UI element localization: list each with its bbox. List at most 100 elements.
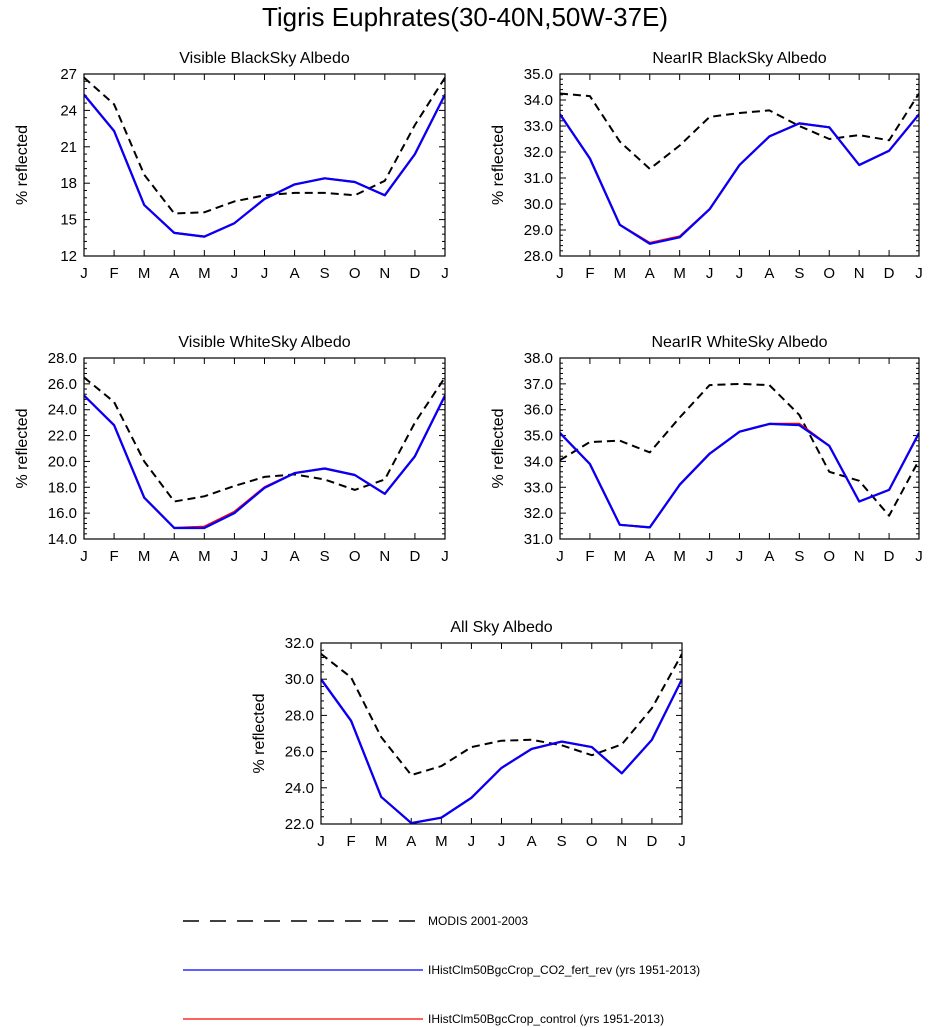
panel-title: NearIR WhiteSky Albedo <box>651 334 827 351</box>
legend-label: MODIS 2001-2003 <box>428 914 528 928</box>
x-tick-label: S <box>320 265 330 282</box>
x-tick-label: J <box>915 548 923 565</box>
panel-title: All Sky Albedo <box>450 619 552 636</box>
series-line <box>560 422 919 529</box>
x-tick-label: M <box>614 265 627 282</box>
y-tick-label: 24 <box>60 102 77 119</box>
y-tick-label: 26.0 <box>48 376 77 393</box>
x-tick-label: J <box>317 833 325 850</box>
x-tick-label: O <box>823 265 835 282</box>
y-tick-label: 21 <box>60 139 77 156</box>
y-tick-label: 14.0 <box>48 531 77 548</box>
x-tick-label: M <box>375 833 388 850</box>
x-tick-label: A <box>764 548 774 565</box>
series-group <box>560 382 919 529</box>
y-tick-label: 32.0 <box>524 144 553 161</box>
plot-frame <box>83 357 446 540</box>
y-tick-label: 37.0 <box>524 376 553 393</box>
x-tick-label: M <box>198 265 211 282</box>
x-tick-label: A <box>645 548 655 565</box>
x-tick-label: J <box>498 833 506 850</box>
x-tick-label: F <box>585 548 594 565</box>
series-line <box>321 653 682 777</box>
chart-panel: Visible BlackSky Albedo % reflected J F M A M J… <box>14 50 449 282</box>
x-tick-label: J <box>441 265 449 282</box>
y-tick-label: 31.0 <box>524 170 553 187</box>
x-tick-label: M <box>435 833 448 850</box>
y-tick-label: 22.0 <box>285 816 314 833</box>
x-tick-label: J <box>736 548 744 565</box>
y-tick-label: 24.0 <box>48 402 77 419</box>
x-tick-label: N <box>616 833 627 850</box>
y-tick-label: 30.0 <box>524 196 553 213</box>
x-tick-label: J <box>706 548 714 565</box>
x-tick-label: A <box>764 265 774 282</box>
series-line <box>560 382 919 517</box>
x-tick-label: A <box>290 265 300 282</box>
x-tick-label: D <box>409 548 420 565</box>
x-tick-label: D <box>409 265 420 282</box>
x-tick-label: M <box>673 548 686 565</box>
series-line <box>84 376 445 503</box>
y-tick-label: 35.0 <box>524 66 553 83</box>
x-tick-label: M <box>138 548 151 565</box>
y-tick-label: 34.0 <box>524 453 553 470</box>
legend-label: IHistClm50BgcCrop_control (yrs 1951-2013… <box>428 1012 664 1026</box>
x-tick-label: N <box>854 265 865 282</box>
x-tick-label: A <box>406 833 416 850</box>
legend-label: IHistClm50BgcCrop_CO2_fert_rev (yrs 1951… <box>428 963 700 977</box>
x-tick-label: S <box>557 833 567 850</box>
y-tick-label: 28.0 <box>285 707 314 724</box>
x-tick-label: J <box>678 833 686 850</box>
x-tick-label: J <box>468 833 476 850</box>
y-tick-label: 27 <box>60 66 77 83</box>
y-tick-label: 15 <box>60 212 77 229</box>
x-tick-label: S <box>320 548 330 565</box>
series-group <box>84 76 445 238</box>
x-tick-label: N <box>854 548 865 565</box>
x-tick-label: J <box>261 265 269 282</box>
series-group <box>321 653 682 824</box>
y-tick-label: 18.0 <box>48 479 77 496</box>
y-tick-label: 28.0 <box>524 248 553 265</box>
series-group <box>560 92 919 245</box>
x-tick-label: J <box>706 265 714 282</box>
y-tick-label: 32.0 <box>285 635 314 652</box>
panel-title: Visible BlackSky Albedo <box>179 50 350 67</box>
series-line <box>84 93 445 238</box>
y-tick-label: 38.0 <box>524 350 553 367</box>
legend: MODIS 2001-2003 IHistClm50BgcCrop_CO2_fer… <box>183 914 700 1026</box>
chart-panels: Visible BlackSky Albedo % reflected J F M A M J… <box>14 50 923 850</box>
x-tick-label: A <box>290 548 300 565</box>
x-tick-label: J <box>915 265 923 282</box>
y-tick-label: 34.0 <box>524 92 553 109</box>
series-line <box>84 76 445 215</box>
y-tick-label: 33.0 <box>524 479 553 496</box>
y-tick-label: 30.0 <box>285 671 314 688</box>
y-tick-label: 36.0 <box>524 402 553 419</box>
x-tick-label: J <box>80 265 88 282</box>
x-tick-label: O <box>349 265 361 282</box>
y-axis-label: % reflected <box>490 408 507 488</box>
y-tick-label: 16.0 <box>48 505 77 522</box>
y-tick-label: 33.0 <box>524 118 553 135</box>
y-tick-label: 32.0 <box>524 505 553 522</box>
plot-frame <box>320 642 683 825</box>
y-tick-label: 29.0 <box>524 222 553 239</box>
x-tick-label: O <box>823 548 835 565</box>
chart-panel: Visible WhiteSky Albedo % reflected J F M A M J… <box>14 334 449 565</box>
x-tick-label: F <box>109 265 118 282</box>
y-axis-label: % reflected <box>14 125 31 205</box>
panel-title: Visible WhiteSky Albedo <box>178 334 350 351</box>
y-tick-label: 26.0 <box>285 744 314 761</box>
x-tick-label: J <box>556 265 564 282</box>
panel-title: NearIR BlackSky Albedo <box>652 50 826 67</box>
series-line <box>321 678 682 824</box>
x-tick-label: N <box>379 265 390 282</box>
x-tick-label: D <box>646 833 657 850</box>
x-tick-label: J <box>231 265 239 282</box>
x-tick-label: J <box>556 548 564 565</box>
x-tick-label: D <box>884 265 895 282</box>
